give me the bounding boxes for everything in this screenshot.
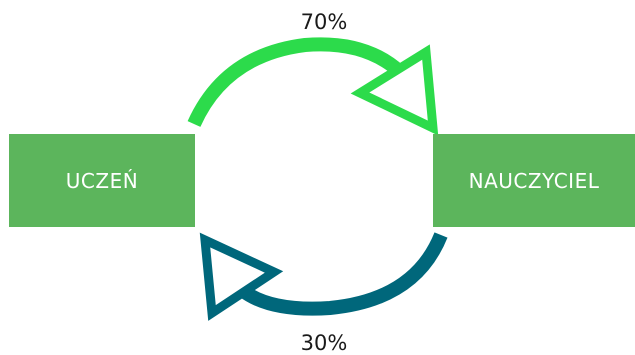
top-arc [187, 37, 405, 127]
bottom-arc [237, 232, 448, 316]
top-arrowhead-icon [350, 44, 439, 136]
nauczyciel-label: NAUCZYCIEL [468, 168, 600, 193]
uczen-box: UCZEŃ [9, 134, 195, 227]
bottom-percentage: 30% [300, 331, 348, 355]
nauczyciel-box: NAUCZYCIEL [433, 134, 635, 227]
bottom-arrowhead-icon [199, 232, 284, 321]
uczen-label: UCZEŃ [65, 168, 139, 193]
top-percentage: 70% [300, 10, 348, 34]
